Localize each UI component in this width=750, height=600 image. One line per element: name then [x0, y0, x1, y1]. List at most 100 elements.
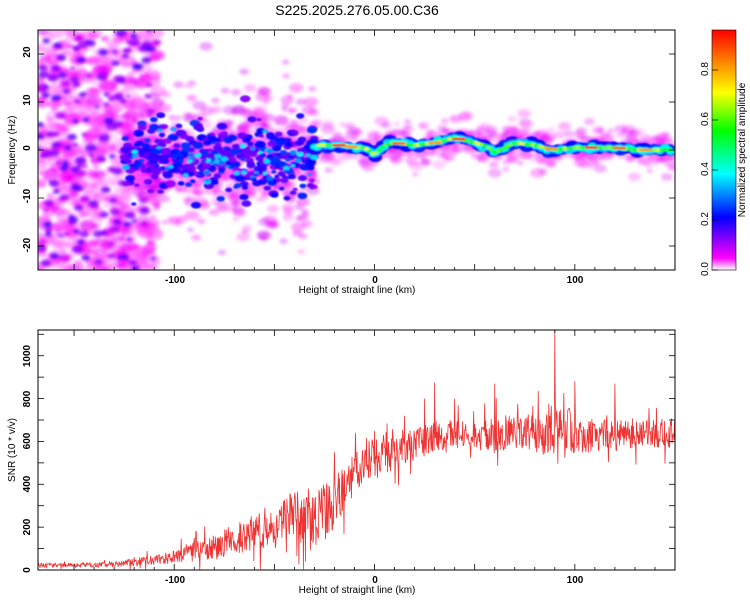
snr-series-line	[38, 330, 675, 570]
spectrogram-blob	[144, 56, 150, 61]
spectrogram-blob	[232, 216, 239, 221]
snr-y-tick-200: 200	[22, 518, 33, 535]
spectrogram-blob	[519, 119, 534, 129]
spectrogram-blob	[69, 76, 80, 83]
spectrogram-blob	[297, 192, 308, 200]
spectrogram-blob	[41, 211, 53, 219]
chart-title: S225.2025.276.05.00.C36	[275, 2, 439, 18]
spectrogram-blob	[117, 78, 126, 84]
spectrogram-blob	[317, 153, 332, 164]
spectrogram-blob	[58, 243, 69, 251]
spectrogram-blob	[477, 123, 492, 133]
spectrogram-blob	[70, 66, 76, 70]
spectrogram-blob	[46, 193, 55, 198]
spectrogram-blob	[100, 186, 111, 194]
spectrogram-blob	[147, 164, 154, 168]
spectrogram-blob	[180, 133, 189, 140]
spectrogram-y-tick-10: 10	[22, 94, 33, 106]
spectrogram-blob	[140, 147, 151, 154]
spectrogram-blob	[455, 137, 460, 141]
spectrogram-blob	[648, 156, 655, 161]
spectrogram-blob	[72, 151, 80, 156]
spectrogram-blob	[147, 188, 155, 194]
colorbar-tick-0-2: 0.2	[700, 212, 711, 226]
spectrogram-blob	[153, 148, 163, 155]
spectrogram-blob	[615, 146, 621, 150]
spectrogram-blob	[594, 161, 601, 166]
spectrogram-blob	[335, 143, 340, 147]
spectrogram-blob	[401, 141, 406, 145]
spectrogram-blob	[175, 187, 182, 192]
spectrogram-heatmap	[38, 30, 675, 270]
spectrogram-blob	[306, 126, 318, 134]
spectrogram-blob	[52, 42, 63, 49]
spectrogram-blob	[99, 211, 109, 218]
spectrogram-blob	[553, 130, 566, 140]
spectrogram-blob	[223, 190, 236, 199]
colorbar-tick-0-8: 0.8	[700, 62, 711, 76]
spectrogram-blob	[203, 140, 212, 146]
spectrogram-blob	[125, 175, 135, 182]
colorbar-tick-0-4: 0.4	[700, 162, 711, 176]
spectrogram-blob	[367, 149, 373, 153]
spectrogram-blob	[332, 134, 344, 143]
spectrogram-blob	[148, 180, 164, 191]
spectrogram-blob	[281, 107, 288, 112]
spectrogram-blob	[482, 143, 488, 148]
spectrogram-blob	[199, 41, 213, 51]
spectrogram-blob	[129, 228, 140, 235]
spectrogram-blob	[187, 152, 195, 158]
snr-x-label: Height of straight line (km)	[299, 585, 416, 596]
spectrogram-blob	[297, 248, 306, 255]
spectrogram-blob	[141, 143, 150, 149]
spectrogram-blob	[612, 146, 618, 150]
spectrogram-blob	[74, 156, 87, 165]
spectrogram-blob	[51, 94, 62, 102]
spectrogram-blob	[606, 128, 615, 134]
spectrogram-blob	[161, 148, 171, 155]
spectrogram-blob	[38, 71, 49, 79]
spectrogram-blob	[85, 39, 96, 47]
spectrogram-blob	[223, 137, 233, 144]
spectrogram-blob	[74, 99, 81, 104]
snr-x-tick-m100: -100	[165, 575, 185, 586]
spectrogram-blob	[627, 172, 641, 181]
spectrogram-blob	[125, 159, 133, 164]
spectrogram-blob	[274, 174, 280, 179]
spectrogram-blob	[66, 30, 79, 35]
spectrogram-blob	[53, 131, 61, 137]
spectrogram-blob	[417, 121, 430, 130]
spectrogram-blob	[276, 137, 287, 145]
spectrogram-blob	[538, 168, 548, 175]
spectrogram-blob	[206, 183, 214, 189]
spectrogram-blob	[660, 172, 673, 181]
spectrogram-blob	[256, 230, 271, 240]
spectrogram-blob	[590, 146, 595, 150]
spectrogram-blob	[111, 60, 121, 67]
spectrogram-blob	[298, 117, 308, 124]
spectrogram-blob	[111, 167, 124, 175]
spectrogram-blob	[89, 240, 98, 247]
spectrogram-blob	[255, 155, 264, 161]
spectrogram-blob	[124, 47, 133, 54]
spectrogram-blob	[239, 194, 249, 201]
spectrogram-blob	[256, 117, 262, 122]
spectrogram-blob	[151, 174, 159, 180]
colorbar-label: Normalized spectral amplitude	[737, 82, 748, 217]
spectrogram-blob	[153, 205, 160, 210]
spectrogram-blob	[587, 146, 592, 150]
spectrogram-blob	[126, 237, 133, 242]
spectrogram-blob	[98, 134, 111, 143]
spectrogram-blob	[171, 158, 178, 163]
spectrogram-blob	[130, 115, 138, 120]
spectrogram-blob	[107, 96, 115, 102]
spectrogram-blob	[297, 213, 309, 221]
spectrogram-blob	[149, 215, 157, 220]
spectrogram-blob	[103, 102, 110, 107]
spectrogram-blob	[78, 100, 95, 112]
spectrogram-blob	[39, 54, 51, 63]
spectrogram-blob	[65, 174, 79, 185]
spectrogram-blob	[127, 150, 133, 154]
spectrogram-blob	[147, 240, 156, 246]
